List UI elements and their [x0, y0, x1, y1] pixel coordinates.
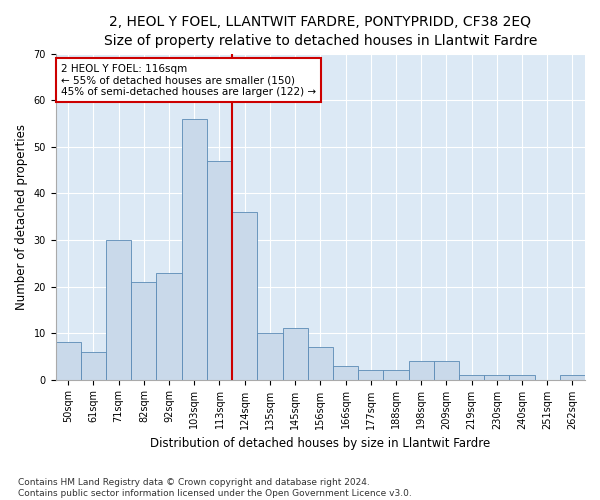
Bar [308, 347, 333, 380]
Y-axis label: Number of detached properties: Number of detached properties [15, 124, 28, 310]
Bar [232, 212, 257, 380]
Bar [157, 272, 182, 380]
Bar [459, 375, 484, 380]
Bar [283, 328, 308, 380]
Bar [509, 375, 535, 380]
Bar [257, 333, 283, 380]
Bar [56, 342, 81, 380]
Bar [207, 161, 232, 380]
Bar [383, 370, 409, 380]
Bar [106, 240, 131, 380]
Bar [434, 361, 459, 380]
Bar [484, 375, 509, 380]
Text: Contains HM Land Registry data © Crown copyright and database right 2024.
Contai: Contains HM Land Registry data © Crown c… [18, 478, 412, 498]
Bar [409, 361, 434, 380]
Bar [560, 375, 585, 380]
Bar [131, 282, 157, 380]
Title: 2, HEOL Y FOEL, LLANTWIT FARDRE, PONTYPRIDD, CF38 2EQ
Size of property relative : 2, HEOL Y FOEL, LLANTWIT FARDRE, PONTYPR… [104, 15, 537, 48]
Bar [358, 370, 383, 380]
X-axis label: Distribution of detached houses by size in Llantwit Fardre: Distribution of detached houses by size … [150, 437, 490, 450]
Text: 2 HEOL Y FOEL: 116sqm
← 55% of detached houses are smaller (150)
45% of semi-det: 2 HEOL Y FOEL: 116sqm ← 55% of detached … [61, 64, 316, 97]
Bar [182, 119, 207, 380]
Bar [81, 352, 106, 380]
Bar [333, 366, 358, 380]
